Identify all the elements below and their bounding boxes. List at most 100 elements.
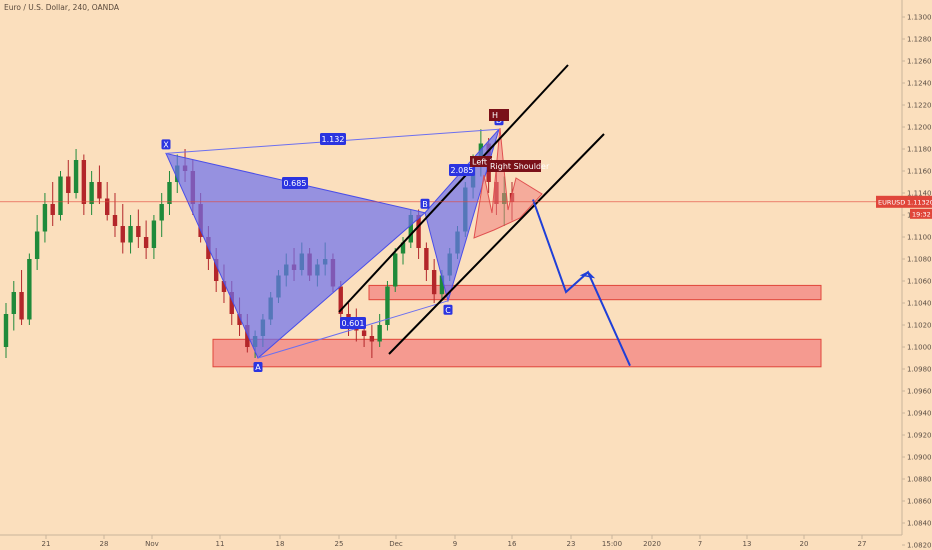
pattern-point-box	[443, 304, 453, 315]
candle-body	[112, 215, 118, 226]
pattern-line-ac	[257, 300, 449, 359]
candle-body	[151, 220, 157, 248]
time-tick-label: 2020	[643, 540, 661, 548]
candle-body	[237, 314, 242, 325]
candle	[11, 281, 16, 331]
candle-body	[245, 325, 250, 347]
pattern-ratio-box	[449, 164, 475, 176]
time-tick-label: Dec	[389, 540, 403, 548]
candle-body	[66, 176, 71, 193]
candle-body	[431, 270, 437, 295]
ascending-channel[interactable]	[338, 64, 605, 355]
time-tick-label: Nov	[145, 540, 159, 548]
time-tick-label: 15:00	[602, 540, 622, 548]
candle	[81, 154, 87, 215]
price-tick-label: 1.11600	[907, 168, 932, 176]
price-tick-label: 1.11400	[907, 190, 932, 198]
price-tick-label: 1.12800	[907, 36, 932, 44]
candle	[105, 182, 110, 221]
left-shoulder-label: Left S	[472, 158, 495, 167]
candle-body	[19, 292, 24, 320]
candle-body	[377, 325, 382, 342]
time-tick-label: 13	[743, 540, 752, 548]
lower-support-zone[interactable]	[212, 338, 822, 368]
candle-body	[27, 259, 32, 320]
pattern-point-box	[420, 198, 430, 209]
candle	[3, 303, 9, 358]
candle	[424, 242, 429, 281]
price-tick-label: 1.10600	[907, 278, 932, 286]
pattern-point-label: A	[255, 363, 261, 372]
time-tick-label: 11	[216, 540, 225, 548]
price-tick-label: 1.09000	[907, 454, 932, 462]
candle	[167, 171, 172, 215]
candle-body	[369, 336, 375, 342]
candle-body	[159, 204, 164, 221]
candle	[50, 182, 55, 226]
price-tick-label: 1.09200	[907, 432, 932, 440]
pattern-point-box	[161, 139, 171, 150]
price-tick-label: 1.11000	[907, 234, 932, 242]
time-tick-label: 27	[858, 540, 867, 548]
head-shoulders-labels: Left S H Right Shoulder	[470, 109, 550, 172]
candle-body	[97, 182, 102, 199]
price-axis[interactable]: 1.13000 1.12800 1.12600 1.12400 1.12200 1.120…	[902, 14, 932, 550]
candle-body	[3, 314, 9, 347]
candle	[66, 160, 71, 204]
candle	[89, 171, 94, 215]
candle-body	[213, 259, 219, 281]
price-tick-label: 1.12200	[907, 102, 932, 110]
price-tick-label: 1.08600	[907, 498, 932, 506]
candle	[369, 325, 375, 358]
candle-body	[105, 198, 110, 215]
candle-body	[393, 253, 398, 287]
price-tick-label: 1.09800	[907, 366, 932, 374]
candle-body	[120, 226, 125, 243]
countdown-value: 19:32	[912, 210, 931, 218]
candle-body	[416, 215, 421, 248]
candle-body	[81, 160, 87, 204]
candle	[385, 281, 390, 331]
candle-body	[338, 286, 343, 314]
candle	[27, 253, 32, 325]
price-tick-label: 1.10400	[907, 300, 932, 308]
time-tick-label: 20	[800, 540, 809, 548]
projection-path[interactable]	[532, 199, 631, 367]
price-tick-label: 1.09400	[907, 410, 932, 418]
head-shoulders-shape	[473, 127, 543, 239]
candle-body	[58, 176, 63, 215]
right-shoulder-label-box	[487, 160, 541, 172]
candle	[97, 165, 102, 204]
time-tick-label: 25	[335, 540, 344, 548]
price-tick-label: 1.12000	[907, 124, 932, 132]
candle-body	[89, 182, 94, 204]
candle	[143, 220, 149, 259]
price-tick-label: 1.12400	[907, 80, 932, 88]
head-shoulders-pattern[interactable]	[473, 127, 543, 239]
pattern-ratio-labels: 1.132 0.685 0.601 2.085	[282, 133, 475, 329]
countdown-tag	[910, 208, 932, 219]
price-tick-label: 1.08400	[907, 520, 932, 528]
channel-lower-line[interactable]	[388, 133, 605, 355]
left-shoulder-label-box	[470, 156, 492, 167]
chart-title: Euro / U.S. Dollar, 240, OANDA	[4, 3, 120, 12]
time-tick-label: 7	[698, 540, 702, 548]
candle-body	[73, 160, 79, 193]
candle	[42, 193, 48, 243]
time-tick-label: 23	[567, 540, 576, 548]
pattern-ratio-label: 1.132	[322, 135, 345, 144]
price-tick-label: 1.10200	[907, 322, 932, 330]
price-tick-label: 1.08200	[907, 542, 932, 550]
channel-upper-line[interactable]	[338, 64, 569, 313]
candle	[128, 215, 133, 254]
price-tick-label: 1.11800	[907, 146, 932, 154]
pattern-ratio-label: 2.085	[451, 166, 474, 175]
price-tick-label: 1.09600	[907, 388, 932, 396]
candle-body	[439, 275, 445, 295]
time-tick-label: 21	[42, 540, 51, 548]
price-tick-label: 1.10800	[907, 256, 932, 264]
time-tick-label: 16	[508, 540, 517, 548]
time-axis[interactable]: 21 28 Nov 11 18 25 Dec 9 16 23 15:00 2020 7 13 20 27	[42, 535, 867, 548]
candle	[112, 193, 118, 237]
